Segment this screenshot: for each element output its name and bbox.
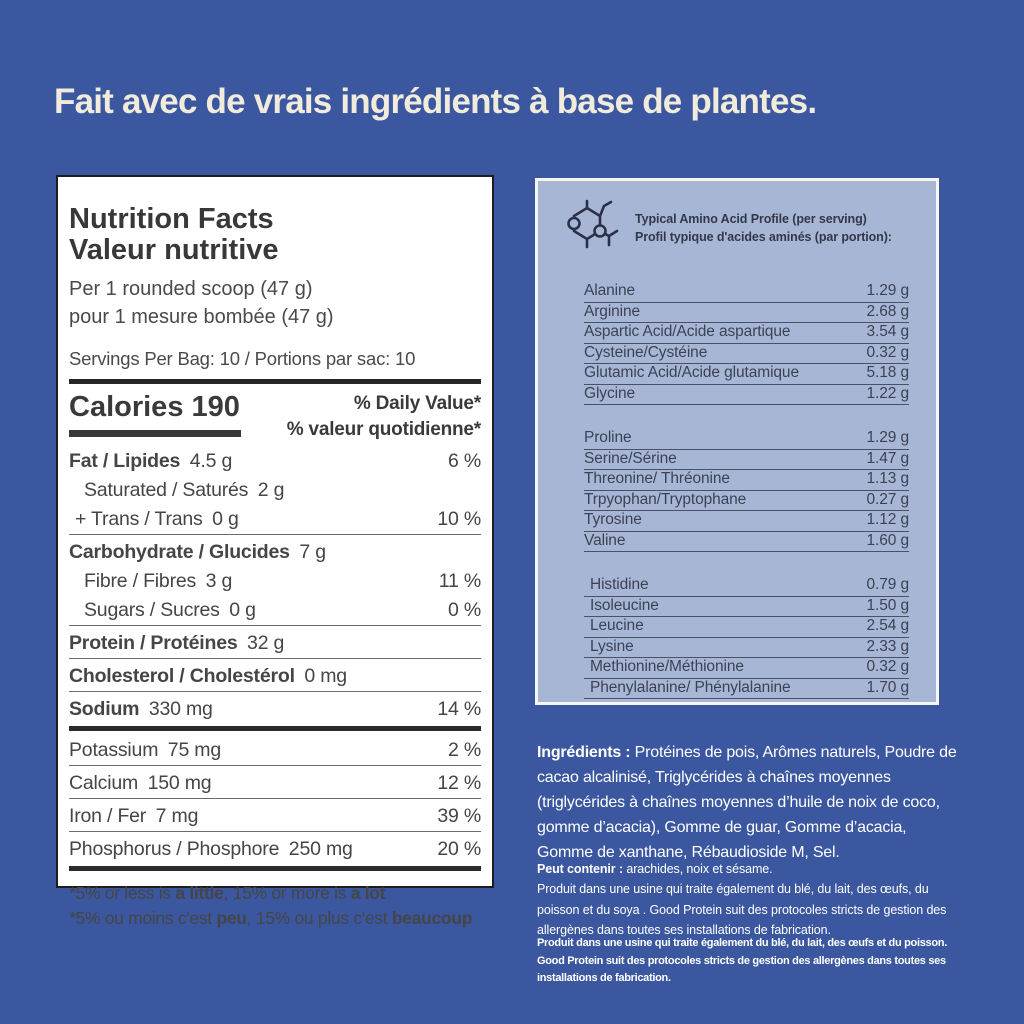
amino-header-en: Typical Amino Acid Profile (per serving) — [635, 211, 867, 226]
nutrient-row: Saturated / Saturés 2 g — [84, 478, 285, 501]
thin-divider — [69, 831, 481, 832]
amino-acid-row: Glycine 1.22 g — [584, 385, 909, 405]
amino-acid-group: Histidine 0.79 g Isoleucine 1.50 g Leucine 2.… — [584, 576, 909, 699]
nutrient-row: Iron / Fer 7 mg 39 % — [69, 804, 481, 827]
amino-acid-row: Histidine 0.79 g — [584, 576, 909, 597]
thin-divider — [69, 798, 481, 799]
amino-acid-row: Valine 1.60 g — [584, 532, 909, 552]
amino-acid-row: Isoleucine 1.50 g — [584, 597, 909, 617]
amino-acid-row: Glutamic Acid/Acide glutamique 5.18 g — [584, 364, 909, 385]
calories-value: 190 — [191, 391, 240, 423]
nutrient-row: Potassium 75 mg 2 % — [69, 738, 481, 761]
footnote-fr: *5% ou moins c'est peu, 15% ou plus c'es… — [69, 908, 473, 928]
nutrient-row: Protein / Protéines 32 g — [69, 631, 285, 654]
nutrient-row: + Trans / Trans 0 g 10 % — [75, 507, 481, 530]
nutrient-row: Calcium 150 mg 12 % — [69, 771, 481, 794]
ingredients-paragraph: Ingrédients : Protéines de pois, Arômes … — [537, 744, 957, 861]
nutrient-row: Cholesterol / Cholestérol 0 mg — [69, 664, 347, 687]
amino-acid-row: Proline 1.29 g — [584, 429, 909, 450]
serving-size-fr: pour 1 mesure bombée (47 g) — [69, 306, 334, 328]
nutrient-row: Fibre / Fibres 3 g 11 % — [84, 569, 481, 592]
amino-acid-row: Aspartic Acid/Acide aspartique 3.54 g — [584, 323, 909, 344]
amino-acid-row: Cysteine/Cystéine 0.32 g — [584, 344, 909, 364]
nutrition-title-fr: Valeur nutritive — [69, 234, 279, 266]
page-title: Fait avec de vrais ingrédients à base de… — [54, 82, 817, 121]
amino-acid-row: Alanine 1.29 g — [584, 282, 909, 303]
amino-acid-panel: Typical Amino Acid Profile (per serving)… — [535, 178, 939, 705]
thin-divider — [69, 765, 481, 766]
nutrient-row: Phosphorus / Phosphore 250 mg 20 % — [69, 837, 481, 860]
amino-header: Typical Amino Acid Profile (per serving)… — [560, 197, 922, 258]
thin-divider — [69, 691, 481, 692]
thick-divider — [69, 866, 481, 871]
molecule-icon — [560, 197, 622, 258]
calories-underline-bar — [69, 430, 241, 437]
daily-value-header-fr: % valeur quotidienne* — [286, 419, 481, 440]
amino-acid-row: Arginine 2.68 g — [584, 303, 909, 323]
thick-divider — [69, 379, 481, 384]
nutrition-title-en: Nutrition Facts — [69, 203, 274, 235]
footnotes: *5% or less is a little, 15% or more is … — [69, 881, 481, 931]
footnote-en: *5% or less is a little, 15% or more is … — [69, 883, 386, 903]
amino-acid-row: Phenylalanine/ Phénylalanine 1.70 g — [584, 679, 909, 699]
nutrient-row: Carbohydrate / Glucides 7 g — [69, 540, 326, 563]
amino-acid-row: Threonine/ Thréonine 1.13 g — [584, 470, 909, 491]
amino-acid-row: Tyrosine 1.12 g — [584, 511, 909, 532]
servings-per-bag: Servings Per Bag: 10 / Portions par sac:… — [69, 348, 416, 369]
amino-acid-row: Leucine 2.54 g — [584, 617, 909, 638]
amino-acid-row: Lysine 2.33 g — [584, 638, 909, 658]
thick-divider — [69, 726, 481, 731]
amino-acid-table: Alanine 1.29 g Arginine 2.68 g Aspartic Acid… — [584, 282, 909, 699]
amino-acid-row: Trpyophan/Tryptophane 0.27 g — [584, 491, 909, 511]
thin-divider — [69, 534, 481, 535]
facility-paragraph: Produit dans une usine qui traite égalem… — [537, 937, 947, 984]
thin-divider — [69, 658, 481, 659]
serving-size-en: Per 1 rounded scoop (47 g) — [69, 278, 313, 300]
amino-acid-row: Methionine/Méthionine 0.32 g — [584, 658, 909, 679]
nutrition-facts-panel: Nutrition Facts Valeur nutritive Per 1 r… — [56, 175, 494, 928]
thin-divider — [69, 625, 481, 626]
amino-acid-group: Alanine 1.29 g Arginine 2.68 g Aspartic Acid… — [584, 282, 909, 405]
amino-header-fr: Profil typique d'acides aminés (par port… — [635, 229, 892, 244]
daily-value-header-en: % Daily Value* — [353, 393, 481, 414]
allergen-paragraph: Peut contenir : arachides, noix et sésam… — [537, 861, 947, 938]
amino-acid-row: Serine/Sérine 1.47 g — [584, 450, 909, 470]
calories-block: Calories 190 % Daily Value* % valeur quo… — [69, 391, 481, 443]
calories-label: Calories — [69, 391, 184, 423]
amino-acid-group: Proline 1.29 g Serine/Sérine 1.47 g Threonin… — [584, 429, 909, 552]
nutrient-row: Sodium 330 mg 14 % — [69, 697, 481, 720]
